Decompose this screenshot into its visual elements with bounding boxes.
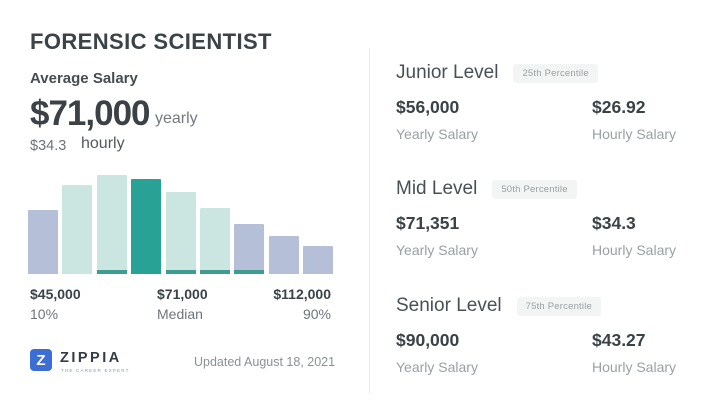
chart-bar-underline bbox=[96, 270, 127, 274]
x-axis-caption: 10% bbox=[30, 306, 59, 322]
x-axis-money: $112,000 bbox=[273, 286, 331, 302]
hourly-salary-label: Hourly Salary bbox=[592, 126, 677, 142]
yearly-salary-label: Yearly Salary bbox=[396, 126, 478, 142]
level-block-junior: Junior Level 25th Percentile $56,000 Yea… bbox=[396, 62, 696, 142]
chart-bar bbox=[165, 192, 196, 274]
chart-bar-underline bbox=[165, 270, 196, 274]
chart-bar-underline bbox=[200, 270, 230, 274]
chart-bar bbox=[62, 185, 93, 274]
level-block-mid: Mid Level 50th Percentile $71,351 Yearly… bbox=[396, 178, 696, 258]
chart-bar bbox=[268, 236, 299, 274]
chart-bar bbox=[96, 175, 127, 274]
hourly-salary-label: Hourly Salary bbox=[592, 359, 677, 375]
level-block-senior: Senior Level 75th Percentile $90,000 Yea… bbox=[396, 295, 696, 375]
hourly-salary-value: $26.92 bbox=[592, 97, 646, 117]
updated-date: Updated August 18, 2021 bbox=[194, 355, 336, 369]
x-axis-money: $71,000 bbox=[157, 286, 208, 302]
level-title: Senior Level bbox=[396, 295, 502, 316]
zippia-wordmark: ZIPPIA bbox=[60, 350, 122, 366]
vertical-divider bbox=[369, 48, 370, 393]
level-title: Junior Level bbox=[396, 62, 499, 83]
hourly-salary-value: $34.3 bbox=[592, 213, 636, 233]
x-axis-money: $45,000 bbox=[30, 286, 81, 302]
chart-bar bbox=[131, 179, 162, 274]
zippia-logo-icon: Z bbox=[30, 349, 52, 371]
percentile-badge: 50th Percentile bbox=[492, 179, 577, 199]
chart-bar bbox=[28, 210, 58, 274]
x-axis-label-90th: $112,000 90% bbox=[231, 286, 331, 322]
x-axis-caption: 90% bbox=[302, 306, 331, 322]
yearly-salary-label: Yearly Salary bbox=[396, 242, 478, 258]
x-axis-label-10th: $45,000 10% bbox=[30, 286, 81, 322]
chart-bar bbox=[200, 208, 230, 274]
salary-histogram bbox=[28, 175, 334, 274]
hourly-salary-value: $43.27 bbox=[592, 330, 646, 350]
average-hourly-value: $34.3 bbox=[30, 138, 67, 154]
average-yearly-unit: yearly bbox=[155, 110, 198, 127]
yearly-salary-value: $56,000 bbox=[396, 97, 460, 117]
chart-bar-underline bbox=[234, 270, 265, 274]
average-salary-label: Average Salary bbox=[30, 70, 138, 87]
chart-bar bbox=[234, 224, 265, 274]
x-axis-caption: Median bbox=[157, 306, 203, 322]
zippia-tagline: THE CAREER EXPERT bbox=[61, 368, 130, 373]
yearly-salary-value: $71,351 bbox=[396, 213, 460, 233]
average-yearly-value: $71,000 bbox=[30, 94, 151, 133]
x-axis-label-median: $71,000 Median bbox=[157, 286, 208, 322]
hourly-salary-label: Hourly Salary bbox=[592, 242, 677, 258]
percentile-badge: 25th Percentile bbox=[513, 63, 598, 83]
percentile-badge: 75th Percentile bbox=[516, 296, 601, 316]
page-title: FORENSIC SCIENTIST bbox=[30, 29, 272, 54]
yearly-salary-label: Yearly Salary bbox=[396, 359, 478, 375]
level-title: Mid Level bbox=[396, 178, 478, 199]
average-hourly-unit: hourly bbox=[81, 135, 125, 152]
chart-bar bbox=[303, 246, 334, 274]
yearly-salary-value: $90,000 bbox=[396, 330, 460, 350]
